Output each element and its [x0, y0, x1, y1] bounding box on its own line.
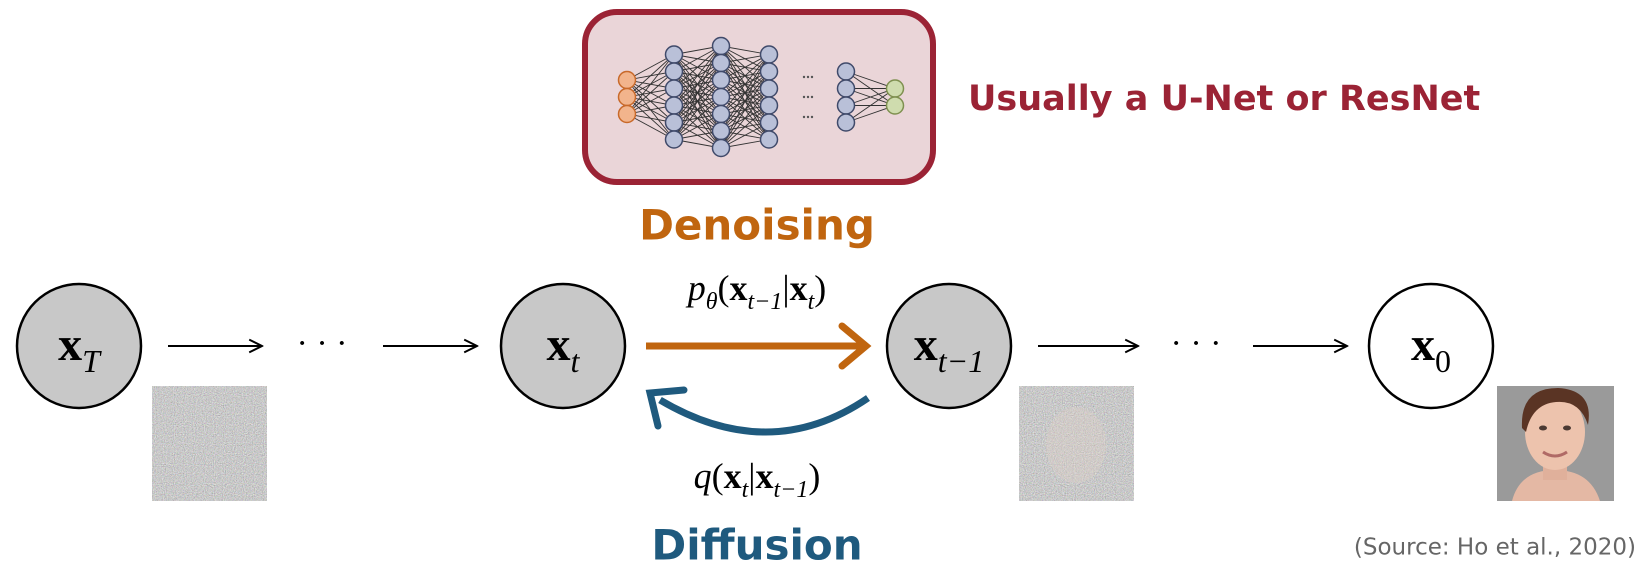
network-neuron: [838, 97, 855, 114]
network-neuron: [666, 63, 683, 80]
network-neuron: [838, 63, 855, 80]
network-dots: [811, 116, 813, 118]
network-neuron: [713, 55, 730, 72]
formula-part: |: [782, 268, 789, 308]
state-symbol: x: [58, 318, 82, 371]
network-caption: Usually a U-Net or ResNet: [968, 79, 1480, 119]
state-symbol: x: [1411, 318, 1435, 371]
diffusion-title: Diffusion: [651, 521, 862, 569]
network-neuron: [713, 140, 730, 157]
network-dots: [807, 76, 809, 78]
network-neuron: [838, 80, 855, 97]
formula-part: (: [718, 268, 730, 308]
network-neuron: [713, 38, 730, 55]
diagram: Usually a U-Net or ResNet · · · · · · xT…: [0, 0, 1644, 569]
denoising-formula: pθ(xt−1|xt): [685, 268, 827, 315]
network-neuron: [619, 72, 636, 89]
network-neuron: [666, 46, 683, 63]
page: Usually a U-Net or ResNet · · · · · · xT…: [0, 0, 1644, 569]
formula-part: x: [756, 456, 774, 496]
formula-part: x: [790, 268, 808, 308]
network-neuron: [666, 80, 683, 97]
chain-ellipsis: · · ·: [1171, 325, 1222, 362]
state-subscript: t−1: [938, 343, 984, 379]
network-neuron: [713, 123, 730, 140]
formula-part: t−1: [774, 477, 809, 503]
formula-part: p: [685, 268, 706, 308]
diffusion-arrow: [660, 398, 868, 432]
network-dots: [807, 96, 809, 98]
network-neuron: [666, 131, 683, 148]
state-subscript: T: [82, 343, 102, 379]
formula-part: x: [730, 268, 748, 308]
chain-ellipsis: · · ·: [297, 325, 348, 362]
formula-part: t−1: [748, 289, 783, 315]
network-dots: [803, 116, 805, 118]
formula-part: x: [724, 456, 742, 496]
network-neuron: [761, 63, 778, 80]
network-dots: [811, 76, 813, 78]
network-neuron: [761, 114, 778, 131]
network-dots: [803, 96, 805, 98]
network-neuron: [619, 106, 636, 123]
noise-image: [152, 386, 267, 501]
network-neuron: [761, 80, 778, 97]
network-neuron: [761, 131, 778, 148]
network-neuron: [713, 89, 730, 106]
network-neuron: [887, 97, 904, 114]
network-neuron: [666, 97, 683, 114]
source-note: (Source: Ho et al., 2020): [1354, 535, 1636, 561]
state-subscript: t: [571, 343, 581, 379]
network-neuron: [761, 46, 778, 63]
noisy-face-image: [1019, 386, 1134, 501]
network-neuron: [666, 114, 683, 131]
diffusion-formula: q(xt|xt−1): [694, 456, 821, 503]
face-image: [1497, 386, 1614, 501]
network-neuron: [887, 80, 904, 97]
state-subscript: 0: [1435, 343, 1451, 379]
network-dots: [811, 96, 813, 98]
network-neuron: [838, 114, 855, 131]
network-dots: [807, 116, 809, 118]
formula-part: q: [694, 456, 712, 496]
network-neuron: [713, 72, 730, 89]
network-neuron: [619, 89, 636, 106]
formula-part: (: [712, 456, 724, 496]
network-neuron: [713, 106, 730, 123]
formula-part: θ: [706, 289, 718, 315]
formula-part: ): [808, 456, 820, 496]
network-neuron: [761, 97, 778, 114]
state-symbol: x: [914, 318, 938, 371]
formula-part: |: [748, 456, 755, 496]
formula-part: ): [814, 268, 826, 308]
state-symbol: x: [547, 318, 571, 371]
network-dots: [803, 76, 805, 78]
denoising-title: Denoising: [639, 201, 875, 250]
